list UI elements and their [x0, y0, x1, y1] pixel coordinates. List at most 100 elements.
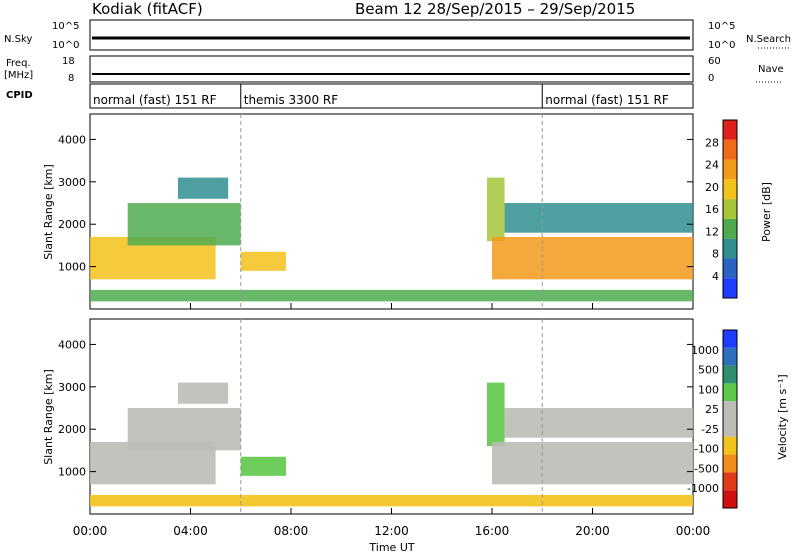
power-colorbar-tick: 16 — [705, 203, 719, 216]
ytick-label: 3000 — [58, 381, 86, 394]
ytick-label: 1000 — [58, 466, 86, 479]
cpid-panel — [89, 83, 694, 109]
ytick-label: 4000 — [58, 133, 86, 146]
power-colorbar-tick: 4 — [712, 270, 719, 283]
xtick-label: 16:00 — [475, 524, 510, 538]
cpid-label: CPID — [6, 90, 33, 101]
velocity-colorbar-swatch — [723, 365, 737, 384]
velocity-bands — [90, 382, 693, 507]
nave-tick-top: 60 — [708, 56, 721, 67]
nave-label: Nave — [758, 64, 784, 75]
velocity-band — [492, 441, 693, 485]
velocity-colorbar-swatch — [723, 383, 737, 402]
freq-tick-bottom: 8 — [68, 73, 74, 84]
velocity-colorbar-tick: 25 — [705, 403, 719, 416]
power-colorbar-tick: 12 — [705, 225, 719, 238]
velocity-colorbar-swatch — [723, 436, 737, 455]
velocity-colorbar-tick: -100 — [694, 443, 719, 456]
nave-tick-bottom: 0 — [708, 73, 714, 84]
nsky-label: N.Sky — [4, 34, 32, 45]
power-colorbar-swatch — [723, 258, 737, 279]
velocity-band — [240, 456, 286, 476]
power-colorbar-swatch — [723, 238, 737, 259]
power-colorbar-swatch — [723, 179, 737, 200]
velocity-band — [90, 494, 693, 507]
power-colorbar-tick: 8 — [712, 248, 719, 261]
velocity-band — [486, 382, 505, 447]
velocity-colorbar-swatch — [723, 419, 737, 437]
cpid-mode-label: themis 3300 RF — [244, 93, 338, 107]
power-bands — [90, 177, 693, 302]
velocity-colorbar: 1000 500 100 25 -25 -100 -500 -1000 — [687, 329, 738, 509]
velocity-ylabel: Slant Range [km] — [42, 369, 55, 465]
x-axis-ticks: 00:00 04:00 08:00 12:00 16:00 20:00 00:00 — [73, 303, 711, 538]
power-band — [177, 177, 229, 199]
xtick-label: 00:00 — [676, 524, 711, 538]
ytick-label: 4000 — [58, 338, 86, 351]
velocity-colorbar-tick: -1000 — [687, 482, 719, 495]
freq-panel — [89, 55, 694, 83]
freq-label-line1: Freq. — [6, 58, 31, 69]
velocity-colorbar-tick: 100 — [698, 383, 719, 396]
power-colorbar-swatch — [723, 139, 737, 160]
beam-date-title: Beam 12 28/Sep/2015 – 29/Sep/2015 — [355, 0, 635, 18]
velocity-colorbar-frame — [722, 329, 738, 509]
xtick-label: 08:00 — [274, 524, 309, 538]
power-colorbar-swatch — [723, 199, 737, 219]
velocity-colorbar-tick: 1000 — [691, 344, 719, 357]
ytick-label: 2000 — [58, 218, 86, 231]
velocity-band — [177, 382, 229, 404]
nsearch-tick-top: 10^5 — [708, 21, 735, 32]
nsearch-tick-bottom: 10^0 — [708, 40, 735, 51]
freq-tick-top: 18 — [62, 56, 75, 67]
cpid-mode-label: normal (fast) 151 RF — [545, 93, 669, 107]
power-band — [486, 177, 505, 242]
xtick-label: 12:00 — [374, 524, 409, 538]
velocity-colorbar-label: Velocity [m s⁻¹] — [776, 374, 789, 459]
power-colorbar: 4 8 12 16 20 24 28 — [705, 119, 738, 299]
ytick-label: 2000 — [58, 423, 86, 436]
cpid-mode-label: normal (fast) 151 RF — [93, 93, 217, 107]
velocity-colorbar-swatch — [723, 330, 737, 348]
velocity-band — [504, 408, 693, 438]
x-axis-title: Time UT — [368, 541, 414, 554]
nsky-tick-top: 10^5 — [52, 21, 79, 32]
power-colorbar-swatch — [723, 218, 737, 239]
power-band — [504, 203, 693, 233]
ytick-label: 3000 — [58, 176, 86, 189]
velocity-colorbar-swatch — [723, 401, 737, 419]
power-colorbar-tick: 28 — [705, 136, 719, 149]
power-colorbar-frame — [722, 119, 738, 299]
velocity-colorbar-tick: 500 — [698, 364, 719, 377]
nsky-tick-bottom: 10^0 — [52, 40, 79, 51]
nsky-panel — [89, 19, 694, 51]
power-ylabel: Slant Range [km] — [42, 164, 55, 260]
velocity-colorbar-swatch — [723, 347, 737, 366]
velocity-band — [127, 408, 241, 451]
power-band — [90, 289, 693, 302]
power-colorbar-swatch — [723, 278, 737, 298]
velocity-colorbar-swatch — [723, 472, 737, 491]
power-colorbar-tick: 20 — [705, 181, 719, 194]
power-colorbar-label: Power [dB] — [760, 182, 773, 242]
velocity-colorbar-tick: -500 — [694, 462, 719, 475]
xtick-label: 00:00 — [73, 524, 108, 538]
velocity-colorbar-swatch — [723, 490, 737, 508]
power-colorbar-tick: 24 — [705, 159, 719, 172]
velocity-colorbar-swatch — [723, 454, 737, 473]
power-band — [492, 236, 693, 280]
power-band — [127, 203, 241, 246]
freq-label-line2: [MHz] — [4, 70, 33, 81]
station-title: Kodiak (fitACF) — [92, 0, 203, 18]
velocity-colorbar-tick: -25 — [701, 423, 719, 436]
xtick-label: 20:00 — [575, 524, 610, 538]
velocity-yticks: 1000 2000 3000 4000 — [58, 338, 693, 479]
power-band — [240, 251, 286, 271]
power-colorbar-swatch — [723, 120, 737, 140]
ytick-label: 1000 — [58, 261, 86, 274]
nsearch-label: N.Search — [746, 34, 791, 45]
power-colorbar-swatch — [723, 159, 737, 180]
cpid-modes: normal (fast) 151 RF themis 3300 RF normal… — [93, 84, 669, 108]
